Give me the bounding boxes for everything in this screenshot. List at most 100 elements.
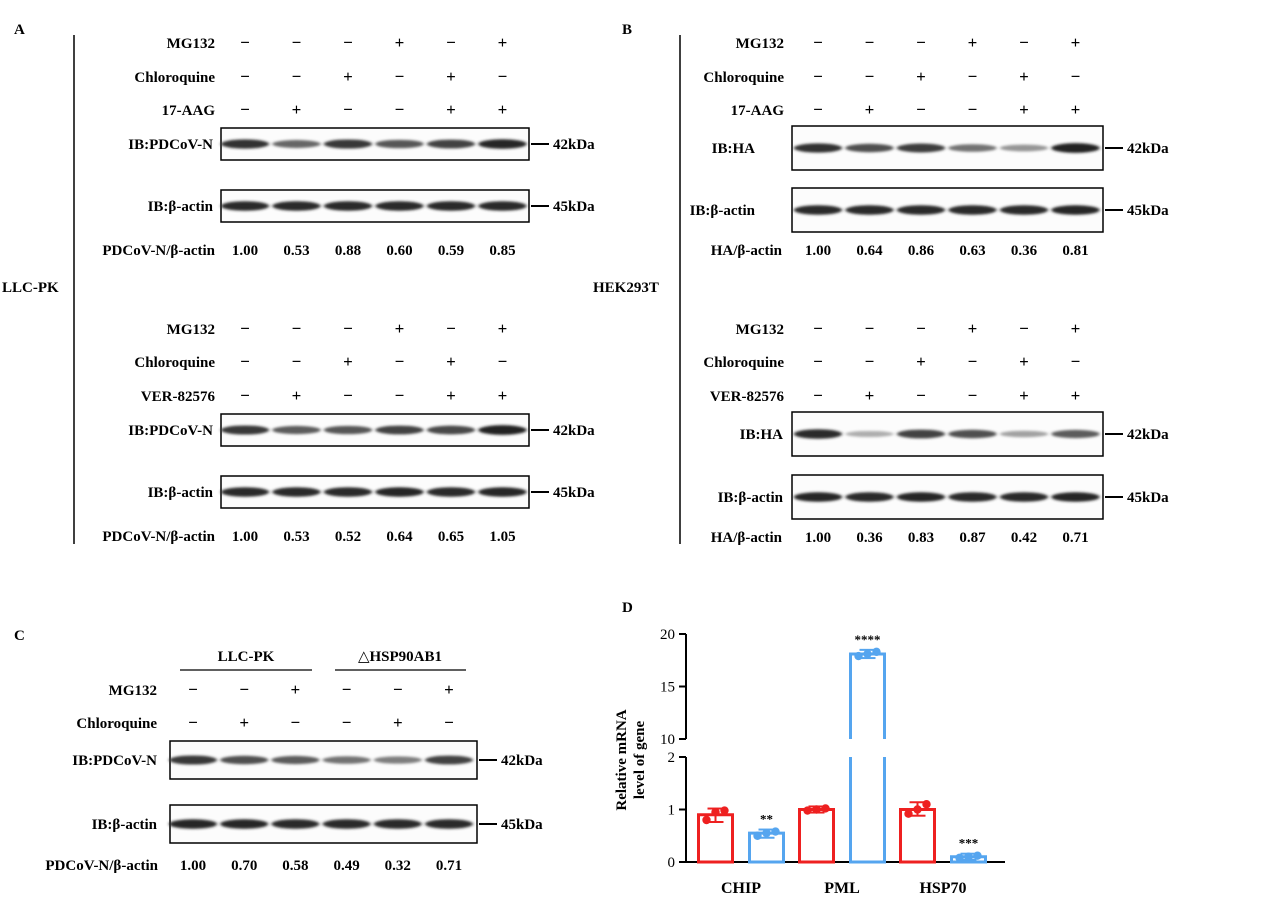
- ratio-value: 0.53: [283, 243, 309, 259]
- blot-band: [896, 143, 946, 153]
- bar-lower: [849, 757, 886, 864]
- treatment-sign: +: [1071, 386, 1081, 405]
- blot-b-ver82576: MG132 − − − + − + Chloroquine − − + − + − VER-82576 − + −…: [703, 319, 1169, 546]
- treatment-sign: +: [395, 319, 405, 338]
- y-tick-label: 15: [660, 680, 675, 696]
- treatment-sign: +: [1071, 319, 1081, 338]
- treatment-sign: +: [446, 100, 456, 119]
- blot-band: [272, 425, 321, 435]
- treatment-sign: +: [446, 386, 456, 405]
- treatment-sign: −: [444, 713, 454, 732]
- treatment-sign: −: [342, 713, 352, 732]
- blot-band: [375, 487, 424, 497]
- ratio-value: 0.87: [959, 530, 986, 546]
- treatment-sign: −: [188, 713, 198, 732]
- cell-line-label-a: LLC-PK: [2, 280, 59, 296]
- panel-label-d: D: [622, 600, 633, 616]
- treatment-sign: −: [498, 352, 508, 371]
- blot-band: [999, 144, 1049, 152]
- treatment-sign: −: [968, 67, 978, 86]
- y-tick-label: 0: [668, 855, 676, 871]
- blot-band: [424, 819, 474, 829]
- treatment-label: MG132: [167, 322, 215, 338]
- treatment-sign: −: [916, 386, 926, 405]
- band-label: IB:PDCoV-N: [72, 753, 157, 769]
- treatment-sign: −: [865, 319, 875, 338]
- data-point: [863, 649, 872, 659]
- treatment-sign: −: [240, 386, 250, 405]
- ratio-value: 1.00: [232, 243, 258, 259]
- marker-size: 42kDa: [501, 753, 543, 769]
- treatment-sign: −: [865, 352, 875, 371]
- marker-size: 45kDa: [1127, 203, 1169, 219]
- ratio-value: 0.49: [333, 858, 359, 874]
- blot-box: [791, 474, 1104, 520]
- significance-mark: ***: [959, 836, 979, 851]
- blot-band: [220, 425, 270, 435]
- treatment-sign: −: [240, 100, 250, 119]
- blot-band: [948, 205, 997, 215]
- ratio-value: 0.71: [436, 858, 462, 874]
- treatment-label: VER-82576: [141, 389, 216, 405]
- blot-a-17aag: MG132 − − − + − + Chloroquine − − + − + − 17-AAG − + − − + +…: [102, 33, 595, 259]
- treatment-label: MG132: [736, 36, 784, 52]
- ratio-value: 0.86: [908, 243, 935, 259]
- ratio-value: 0.52: [335, 529, 361, 545]
- blot-band: [375, 139, 424, 149]
- ratio-value: 0.63: [959, 243, 985, 259]
- blot-band: [845, 492, 894, 502]
- ratio-value: 1.00: [805, 530, 831, 546]
- data-point: [964, 852, 973, 861]
- data-point: [803, 806, 812, 815]
- bar: [899, 808, 936, 864]
- ratio-label: HA/β-actin: [711, 243, 783, 259]
- blot-band: [322, 819, 371, 829]
- blot-band: [426, 487, 476, 497]
- blot-band: [272, 140, 321, 148]
- blot-band: [948, 492, 997, 502]
- treatment-sign: +: [865, 386, 875, 405]
- treatment-label: Chloroquine: [76, 716, 157, 732]
- treatment-sign: +: [291, 680, 301, 699]
- blot-band: [1051, 205, 1100, 215]
- cell-line-label-b: HEK293T: [593, 280, 659, 296]
- treatment-sign: −: [916, 33, 926, 52]
- treatment-sign: −: [343, 319, 353, 338]
- ratio-value: 0.36: [856, 530, 883, 546]
- data-point: [904, 809, 913, 818]
- data-point: [821, 804, 830, 813]
- treatment-sign: −: [446, 33, 456, 52]
- treatment-sign: +: [1071, 33, 1081, 52]
- band-label: IB:HA: [740, 427, 784, 443]
- treatment-sign: −: [343, 33, 353, 52]
- y-tick-label: 20: [660, 627, 675, 643]
- treatment-sign: +: [865, 100, 875, 119]
- band-label: IB:β-actin: [92, 817, 158, 833]
- blot-band: [948, 144, 997, 152]
- blot-band: [220, 819, 269, 829]
- blot-band: [168, 819, 218, 829]
- data-point: [973, 851, 982, 860]
- treatment-label: VER-82576: [710, 389, 785, 405]
- band-label: IB:PDCoV-N: [128, 137, 213, 153]
- treatment-sign: −: [240, 33, 250, 52]
- blot-band: [478, 139, 527, 149]
- treatment-sign: −: [240, 319, 250, 338]
- band-label: IB:β-actin: [718, 490, 784, 506]
- band-label: IB:β-actin: [148, 485, 214, 501]
- ratio-value: 0.59: [438, 243, 464, 259]
- treatment-sign: −: [395, 100, 405, 119]
- blot-band: [322, 756, 371, 764]
- ratio-value: 0.70: [231, 858, 257, 874]
- treatment-sign: −: [968, 352, 978, 371]
- treatment-sign: +: [498, 33, 508, 52]
- treatment-sign: −: [916, 100, 926, 119]
- blot-band: [1051, 429, 1100, 439]
- treatment-sign: −: [342, 680, 352, 699]
- ratio-value: 0.64: [386, 529, 413, 545]
- blot-band: [424, 755, 474, 765]
- treatment-sign: +: [1019, 386, 1029, 405]
- treatment-sign: +: [239, 713, 249, 732]
- blot-b-17aag: MG132 − − − + − + Chloroquine − − + − + − 17-AAG − + − − + +…: [690, 33, 1170, 259]
- blot-band: [323, 139, 373, 149]
